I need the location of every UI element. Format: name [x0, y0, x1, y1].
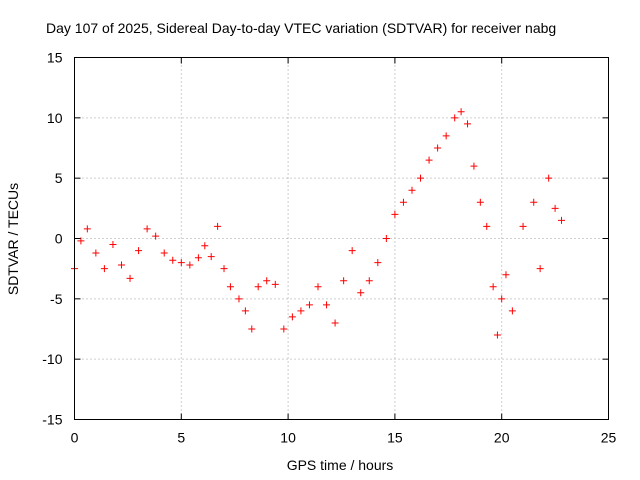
data-point	[83, 225, 91, 233]
data-point	[483, 222, 491, 230]
data-point	[357, 289, 365, 297]
chart-title: Day 107 of 2025, Sidereal Day-to-day VTE…	[46, 20, 556, 36]
axis-ticks: 0 5 10 15 20 25 -15 -10 -5 0 5 10 15	[42, 50, 616, 446]
data-point	[530, 198, 538, 206]
data-point	[263, 277, 271, 285]
data-point	[434, 144, 442, 152]
x-tick-label: 20	[494, 430, 510, 446]
data-point	[226, 283, 234, 291]
data-point	[391, 210, 399, 218]
data-point	[519, 222, 527, 230]
data-point	[470, 162, 478, 170]
data-point	[186, 261, 194, 269]
data-point	[254, 283, 262, 291]
data-point	[374, 259, 382, 267]
x-tick-label: 0	[71, 430, 79, 446]
data-point	[314, 283, 322, 291]
data-point	[194, 254, 202, 262]
data-point	[214, 222, 222, 230]
x-tick-label: 15	[387, 430, 403, 446]
data-point	[126, 274, 134, 282]
data-point	[323, 301, 331, 309]
data-point	[457, 108, 465, 116]
data-point	[502, 271, 510, 279]
data-point	[280, 325, 288, 333]
x-tick-label: 25	[601, 430, 617, 446]
data-point	[348, 247, 356, 255]
data-point	[536, 265, 544, 273]
data-point	[365, 277, 373, 285]
data-points	[71, 108, 566, 339]
data-point	[451, 114, 459, 122]
data-point	[92, 249, 100, 257]
data-point	[508, 307, 516, 315]
x-tick-label: 10	[280, 430, 296, 446]
data-point	[288, 313, 296, 321]
data-point	[558, 216, 566, 224]
data-point	[489, 283, 497, 291]
data-point	[169, 256, 177, 264]
data-point	[493, 331, 501, 339]
data-point	[551, 204, 559, 212]
data-point	[117, 261, 125, 269]
y-tick-label: 15	[47, 50, 63, 66]
data-point	[235, 295, 243, 303]
data-point	[160, 249, 168, 257]
y-tick-label: 0	[55, 231, 63, 247]
data-point	[177, 259, 185, 267]
data-point	[135, 247, 143, 255]
data-point	[241, 307, 249, 315]
data-point	[248, 325, 256, 333]
data-point	[498, 295, 506, 303]
data-point	[220, 265, 228, 273]
grid	[74, 57, 609, 420]
data-point	[100, 265, 108, 273]
y-tick-label: -5	[50, 291, 63, 307]
y-tick-label: 10	[47, 110, 63, 126]
data-point	[271, 280, 279, 288]
plot-frame	[74, 57, 609, 420]
data-point	[143, 225, 151, 233]
data-point	[408, 186, 416, 194]
x-tick-label: 5	[177, 430, 185, 446]
data-point	[464, 120, 472, 128]
data-point	[297, 307, 305, 315]
data-point	[109, 241, 117, 249]
y-tick-label: 5	[55, 170, 63, 186]
x-axis-label: GPS time / hours	[287, 457, 394, 473]
data-point	[207, 253, 215, 261]
data-point	[340, 277, 348, 285]
data-point	[476, 198, 484, 206]
y-axis-label: SDTVAR / TECUs	[5, 183, 21, 295]
data-point	[382, 235, 390, 242]
data-point	[399, 198, 407, 206]
data-point	[201, 242, 209, 250]
data-point	[331, 319, 339, 327]
data-point	[305, 301, 313, 309]
y-tick-label: -15	[42, 412, 62, 428]
data-point	[442, 132, 450, 140]
data-point	[425, 156, 433, 164]
y-tick-label: -10	[42, 351, 62, 367]
data-point	[77, 237, 85, 245]
data-point	[545, 174, 553, 182]
data-point	[152, 232, 160, 240]
data-point	[417, 174, 425, 182]
